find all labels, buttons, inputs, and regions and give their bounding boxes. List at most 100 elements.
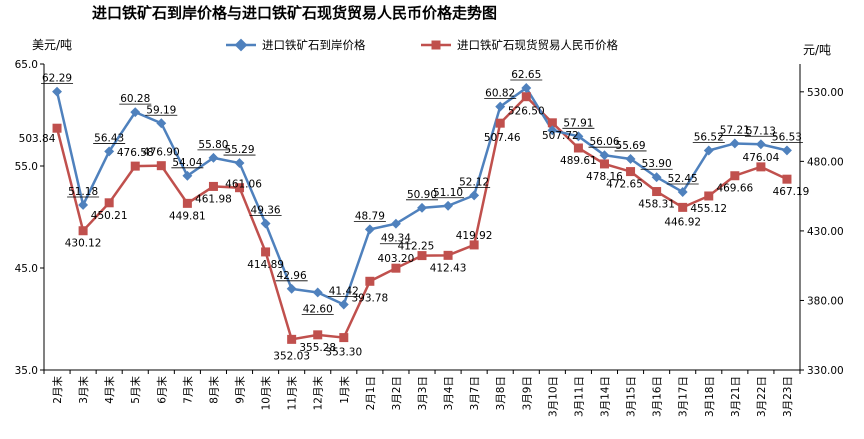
rmb-point [417, 251, 427, 261]
x-category-label: 9月末 [234, 376, 247, 404]
right-tick-label: 330.00 [807, 365, 844, 377]
x-category-label: 3月22日 [756, 376, 768, 417]
cif-data-label: 55.29 [224, 144, 254, 156]
right-tick-label: 430.00 [807, 226, 844, 238]
x-category-label: 2月末 [51, 376, 64, 404]
x-category-label: 3月11日 [573, 376, 585, 417]
rmb-point [182, 198, 192, 208]
cif-point [599, 150, 610, 161]
x-category-label: 12月末 [312, 376, 325, 411]
cif-data-label: 60.82 [485, 88, 515, 100]
rmb-data-label: 458.31 [638, 199, 675, 211]
cif-data-label: 42.60 [303, 303, 333, 315]
cif-data-label: 52.12 [459, 176, 489, 188]
x-category-label: 7月末 [181, 376, 194, 404]
x-category-label: 3月2日 [391, 376, 403, 410]
rmb-data-label: 412.43 [430, 262, 467, 274]
rmb-data-label: 489.61 [560, 155, 597, 167]
rmb-data-label: 472.65 [606, 179, 643, 191]
cif-point [782, 145, 792, 156]
left-axis-unit: 美元/吨 [32, 38, 72, 52]
rmb-point [52, 123, 62, 133]
x-category-label: 3月16日 [652, 376, 664, 417]
cif-data-label: 56.06 [589, 136, 619, 148]
cif-point [312, 287, 323, 298]
rmb-data-label: 503.84 [19, 133, 56, 145]
rmb-data-label: 507.72 [542, 130, 579, 142]
legend-marker-cif [234, 38, 248, 52]
rmb-data-label: 353.30 [325, 347, 362, 359]
rmb-point [495, 118, 505, 128]
cif-point [390, 218, 401, 229]
rmb-point [547, 118, 557, 128]
cif-data-label: 57.21 [720, 124, 750, 136]
x-category-label: 2月1日 [365, 376, 377, 410]
rmb-data-label: 526.50 [508, 106, 545, 118]
rmb-data-label: 476.58 [117, 147, 154, 159]
right-tick-label: 380.00 [807, 295, 844, 307]
rmb-point [626, 167, 636, 177]
cif-data-label: 56.52 [694, 131, 724, 143]
rmb-data-label: 476.04 [743, 152, 780, 164]
x-category-label: 3月15日 [626, 376, 638, 417]
rmb-data-label: 476.90 [143, 147, 180, 159]
cif-point [52, 86, 62, 97]
rmb-data-label: 467.19 [773, 186, 810, 198]
rmb-data-label: 414.89 [247, 259, 284, 271]
x-category-label: 3月7日 [469, 376, 481, 410]
cif-data-label: 42.96 [277, 270, 307, 282]
left-tick-label: 55.0 [15, 161, 38, 173]
rmb-point [339, 333, 349, 343]
x-category-label: 3月3日 [417, 376, 429, 410]
cif-data-label: 48.79 [355, 210, 385, 222]
rmb-point [704, 191, 714, 201]
x-category-label: 4月末 [103, 376, 116, 404]
cif-point [651, 172, 662, 183]
cif-point [443, 200, 454, 211]
rmb-point [130, 161, 140, 171]
cif-data-label: 55.80 [198, 139, 228, 151]
cif-data-label: 49.36 [251, 205, 281, 217]
x-category-label: 3月4日 [443, 376, 455, 410]
rmb-data-label: 446.92 [664, 216, 701, 228]
right-axis-unit: 元/吨 [803, 43, 831, 57]
rmb-data-label: 450.21 [91, 210, 128, 222]
cif-point [729, 138, 740, 149]
legend-label-rmb: 进口铁矿石现货贸易人民币价格 [457, 38, 618, 52]
legend-marker-rmb [431, 40, 441, 50]
rmb-point [573, 143, 583, 153]
cif-data-label: 53.90 [642, 158, 672, 170]
cif-data-label: 51.18 [68, 186, 98, 198]
rmb-point [391, 263, 401, 273]
rmb-point [443, 250, 453, 260]
rmb-data-label: 355.28 [299, 342, 336, 354]
x-category-label: 5月末 [129, 376, 142, 404]
x-category-label: 8月末 [207, 376, 220, 404]
rmb-data-label: 507.46 [484, 132, 521, 144]
rmb-point [208, 181, 218, 191]
x-category-label: 3月8日 [495, 376, 507, 410]
rmb-data-label: 461.98 [195, 193, 232, 205]
rmb-point [756, 162, 766, 172]
cif-point [182, 170, 193, 181]
rmb-point [521, 92, 531, 102]
cif-point [677, 187, 688, 197]
cif-point [521, 83, 532, 93]
legend-label-cif: 进口铁矿石到岸价格 [262, 38, 366, 52]
cif-point [547, 125, 558, 136]
cif-point [104, 146, 115, 157]
cif-point [338, 299, 349, 310]
cif-data-label: 60.28 [120, 93, 150, 105]
rmb-data-label: 449.81 [169, 210, 206, 222]
legend-item-rmb-price: 进口铁矿石现货贸易人民币价格 [421, 38, 618, 52]
x-category-label: 3月14日 [599, 376, 611, 417]
rmb-point [782, 174, 792, 184]
rmb-point [469, 240, 479, 250]
x-category-label: 3月末 [77, 376, 90, 404]
cif-point [286, 283, 297, 294]
rmb-point [652, 187, 662, 197]
x-category-label: 11月末 [286, 376, 299, 411]
